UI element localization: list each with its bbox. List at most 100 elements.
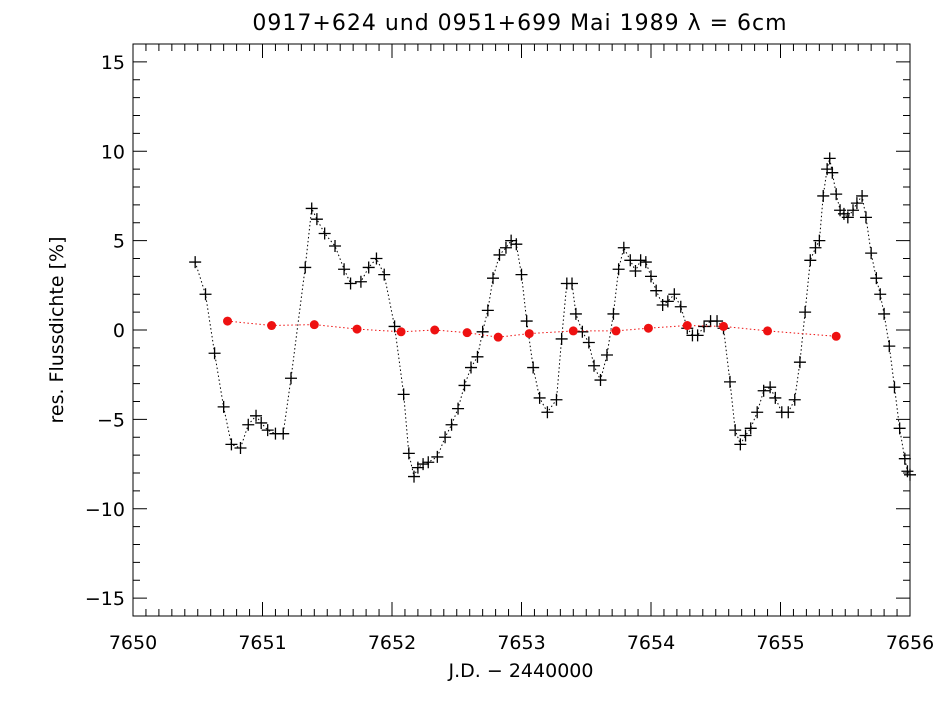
data-point <box>354 275 367 288</box>
data-point <box>600 349 613 362</box>
x-tick-label: 7653 <box>497 632 545 654</box>
data-point <box>823 152 836 165</box>
data-point <box>309 320 319 330</box>
data-point <box>568 326 578 336</box>
data-point <box>344 277 357 290</box>
data-point <box>711 315 724 328</box>
data-point <box>493 248 506 261</box>
data-point <box>634 254 647 267</box>
data-point <box>898 452 911 465</box>
plot-frame <box>132 43 911 617</box>
y-axis: −15 −10 −5 0 5 10 15 <box>85 43 910 617</box>
data-point <box>462 328 472 338</box>
data-point <box>370 252 383 265</box>
data-point <box>841 211 854 224</box>
data-point <box>284 372 297 385</box>
data-point <box>870 272 883 285</box>
data-point <box>809 241 822 254</box>
data-point <box>650 284 663 297</box>
data-point <box>217 400 230 413</box>
data-point <box>299 261 312 274</box>
x-tick-label: 7654 <box>627 632 675 654</box>
data-point <box>566 277 579 290</box>
x-tick-label: 7650 <box>109 632 157 654</box>
data-point <box>826 166 839 179</box>
data-point <box>588 359 601 372</box>
data-point <box>362 261 375 274</box>
data-point <box>527 361 540 374</box>
x-axis-label: J.D. − 2440000 <box>448 660 594 682</box>
data-point <box>261 424 274 437</box>
data-point <box>645 270 657 283</box>
data-point <box>533 391 546 404</box>
data-point <box>582 336 595 349</box>
data-point <box>904 468 916 481</box>
data-point <box>850 197 863 210</box>
data-point <box>481 304 494 317</box>
y-tick-label: 0 <box>113 320 125 342</box>
data-point <box>487 272 500 285</box>
data-point <box>431 450 444 463</box>
data-point <box>764 381 777 394</box>
series-2 <box>223 316 841 342</box>
data-point <box>445 418 458 431</box>
data-point <box>698 320 711 333</box>
data-point <box>788 393 801 406</box>
data-point <box>576 325 589 338</box>
y-tick-label: −5 <box>97 409 125 431</box>
data-point <box>329 239 342 252</box>
data-point <box>757 384 770 397</box>
data-point <box>878 307 891 320</box>
data-point <box>305 202 318 215</box>
data-point <box>893 422 906 435</box>
data-point <box>813 234 826 247</box>
x-axis: 7650 7651 7652 7653 7654 7655 7656 <box>109 44 934 654</box>
data-point <box>888 381 901 394</box>
data-point <box>408 470 421 483</box>
data-point <box>793 356 806 369</box>
data-point <box>208 347 221 360</box>
data-point <box>402 447 415 460</box>
data-point <box>493 332 503 342</box>
data-point <box>397 388 410 401</box>
data-point <box>831 331 841 341</box>
data-point <box>611 326 621 336</box>
data-point <box>352 324 362 334</box>
data-point <box>199 288 212 301</box>
data-point <box>734 438 747 451</box>
data-point <box>242 418 255 431</box>
data-point <box>555 332 568 345</box>
data-point <box>739 429 752 442</box>
data-point <box>378 268 391 281</box>
data-point <box>520 315 533 328</box>
data-point <box>476 325 489 338</box>
data-point <box>729 424 742 437</box>
data-point <box>267 321 277 331</box>
data-point <box>310 213 323 226</box>
data-point <box>859 211 872 224</box>
y-axis-label: res. Flussdichte [%] <box>46 237 68 424</box>
data-point <box>499 241 512 254</box>
data-point <box>830 188 843 201</box>
data-point <box>804 254 817 267</box>
data-point <box>751 406 764 419</box>
data-point <box>189 256 202 269</box>
data-point <box>629 265 642 278</box>
y-tick-label: 10 <box>101 141 125 163</box>
data-point <box>417 458 430 471</box>
data-point <box>639 256 652 269</box>
data-point <box>612 263 625 276</box>
data-point <box>515 268 528 281</box>
data-point <box>744 422 757 435</box>
data-point <box>594 374 607 387</box>
y-tick-label: 15 <box>101 52 125 74</box>
data-point <box>550 393 563 406</box>
data-point <box>225 438 238 451</box>
data-point <box>691 329 704 342</box>
series-2-line <box>227 320 837 338</box>
x-tick-label: 7652 <box>368 632 416 654</box>
data-point <box>865 247 878 260</box>
data-point <box>338 263 351 276</box>
data-point <box>682 321 692 331</box>
